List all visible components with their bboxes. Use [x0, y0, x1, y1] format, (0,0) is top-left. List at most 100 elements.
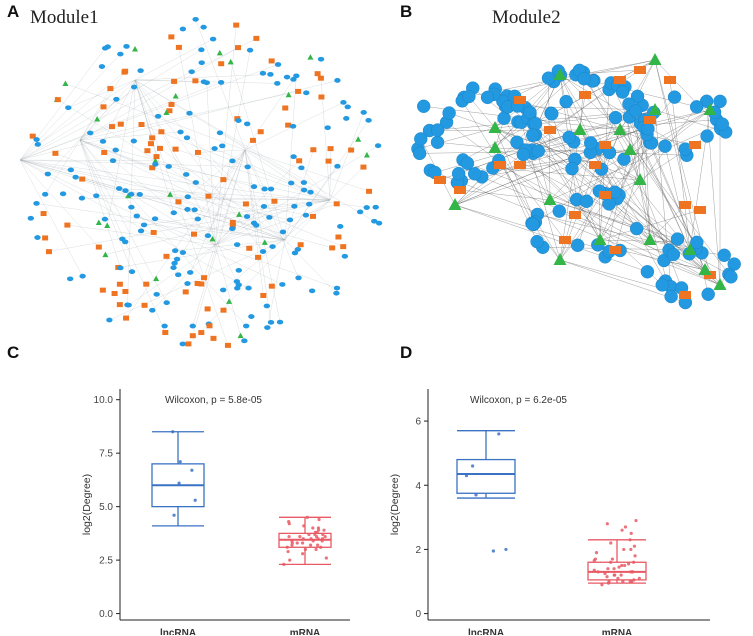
data-point — [594, 551, 599, 555]
lncrna-node — [116, 281, 123, 287]
lncrna-node — [147, 141, 154, 147]
mrna-node — [79, 273, 86, 279]
edge — [134, 74, 271, 81]
mrna-node — [140, 222, 148, 228]
mrna-node — [689, 100, 704, 114]
edge — [187, 149, 246, 197]
mrna-node — [678, 142, 692, 156]
lncrna-node — [189, 333, 196, 339]
edge — [131, 194, 216, 246]
edge — [79, 139, 153, 168]
lncrna-node — [268, 283, 275, 289]
mrna-node — [33, 137, 40, 142]
edge — [559, 94, 586, 261]
edge — [417, 127, 496, 149]
mrna-node — [184, 281, 191, 286]
lncrna-node — [340, 244, 347, 250]
lncrna-node — [191, 231, 198, 237]
mrna-node — [128, 269, 136, 275]
mrna-node — [670, 232, 685, 246]
mrna-node — [333, 285, 341, 291]
mrna-node — [191, 207, 198, 213]
edge — [559, 74, 574, 142]
lncrna-node — [168, 34, 175, 40]
data-point — [308, 543, 313, 547]
edge — [619, 129, 696, 146]
edge — [549, 199, 637, 229]
edge — [214, 25, 237, 246]
edge — [48, 199, 331, 252]
mrna-node — [343, 116, 350, 121]
data-point — [172, 513, 176, 517]
edge — [454, 164, 521, 206]
mrna-node — [149, 307, 156, 313]
edge — [96, 195, 331, 201]
wilcoxon-annotation: Wilcoxon, p = 5.8e-05 — [165, 395, 262, 406]
mrna-node — [630, 89, 645, 104]
mrna-node — [552, 204, 566, 218]
edge — [583, 72, 641, 181]
mrna-node — [259, 249, 267, 254]
lncrna-node — [454, 186, 466, 194]
lncrna-node — [79, 176, 86, 182]
edge — [47, 79, 136, 175]
mrna-node — [109, 158, 117, 164]
mrna-node — [179, 341, 186, 347]
lncrna-node — [143, 281, 150, 287]
data-point — [301, 552, 305, 556]
mirna-node — [153, 275, 160, 282]
lncrna-node — [569, 211, 581, 219]
edge — [19, 159, 99, 248]
mrna-node — [87, 130, 94, 136]
edge — [454, 79, 621, 206]
edge — [134, 79, 239, 285]
lncrna-node — [101, 149, 108, 155]
edge — [599, 128, 649, 241]
data-point — [592, 568, 596, 572]
mrna-node — [629, 221, 644, 236]
lncrna-node — [434, 176, 446, 184]
mrna-node — [179, 26, 187, 32]
data-point — [621, 579, 625, 584]
mirna-node — [132, 45, 139, 52]
edge — [599, 209, 701, 241]
mrna-node — [701, 287, 715, 301]
mrna-node — [125, 302, 132, 308]
mrna-node — [229, 226, 236, 232]
mirna-node — [125, 192, 132, 199]
mrna-node — [209, 36, 217, 42]
mrna-node — [192, 180, 200, 185]
mrna-node — [300, 180, 308, 185]
mirna-node — [448, 198, 462, 210]
data-point — [629, 547, 633, 552]
lncrna-node — [589, 161, 601, 169]
mrna-node — [44, 171, 52, 177]
mirna-node — [152, 157, 159, 164]
module2-nodes — [411, 53, 741, 310]
mrna-node — [545, 107, 559, 121]
mrna-node — [264, 325, 271, 331]
mrna-node — [259, 70, 267, 76]
lncrna-node — [156, 145, 163, 151]
edge — [214, 244, 241, 336]
mrna-node — [516, 147, 531, 162]
edge — [494, 127, 536, 223]
mrna-node — [298, 165, 305, 171]
edge — [468, 96, 496, 129]
mirna-node — [713, 278, 727, 290]
mrna-node — [583, 136, 598, 150]
mrna-node — [510, 135, 524, 149]
panel-c-letter: C — [7, 343, 20, 362]
lncrna-node — [253, 35, 260, 41]
lncrna-node — [45, 249, 52, 255]
data-point — [596, 570, 600, 574]
data-point — [626, 562, 631, 566]
mrna-node — [356, 209, 364, 215]
edge — [37, 79, 136, 145]
edge — [457, 109, 711, 183]
mrna-node — [375, 220, 383, 226]
y-tick-label: 0.0 — [99, 609, 113, 620]
edge — [79, 139, 121, 268]
edge — [669, 79, 691, 251]
lncrna-node — [64, 222, 71, 228]
